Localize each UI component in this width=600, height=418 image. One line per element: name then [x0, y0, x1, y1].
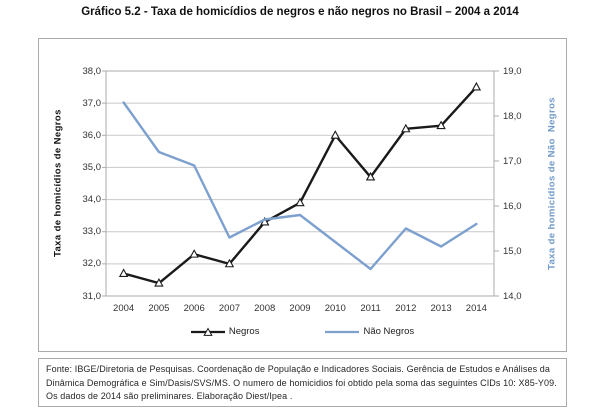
- legend-item-negros: Negros: [190, 326, 260, 337]
- x-axis-year-label: 2009: [289, 303, 311, 314]
- left-axis-tick-label: 38,0: [82, 65, 102, 77]
- source-note: Fonte: IBGE/Diretoria de Pesquisas. Coor…: [38, 358, 567, 407]
- right-axis-tick-label: 18,0: [503, 110, 522, 122]
- source-text: Fonte: IBGE/Diretoria de Pesquisas. Coor…: [46, 364, 557, 401]
- x-axis-year-label: 2010: [324, 303, 346, 314]
- x-axis-year-label: 2008: [254, 303, 276, 314]
- plot-svg: [102, 70, 499, 297]
- left-axis-tick-label: 35,0: [82, 161, 102, 173]
- legend-label-negros: Negros: [228, 326, 260, 337]
- left-axis-tick-label: 36,0: [82, 129, 102, 141]
- right-axis-tick-label: 16,0: [503, 200, 522, 212]
- x-axis-year-label: 2007: [218, 303, 241, 314]
- data-point-marker: [295, 197, 305, 207]
- series-line-negros: [122, 85, 478, 285]
- negros-line-swatch: [190, 326, 225, 337]
- x-axis-year-label: 2014: [465, 303, 487, 314]
- series-line-nao-negros: [122, 101, 478, 271]
- legend-item-nao-negros: Não Negros: [325, 326, 414, 337]
- chart-title: Gráfico 5.2 - Taxa de homicídios de negr…: [81, 6, 519, 18]
- x-axis-year-label: 2005: [148, 303, 170, 314]
- left-axis-tick-label: 31,0: [82, 290, 102, 302]
- data-point-marker: [154, 278, 164, 287]
- data-point-marker: [118, 268, 129, 277]
- right-axis-tick-label: 14,0: [503, 290, 522, 302]
- data-point-marker: [401, 123, 411, 133]
- x-axis-year-label: 2013: [430, 303, 452, 314]
- data-point-marker: [436, 120, 446, 130]
- data-point-marker: [189, 249, 199, 258]
- right-axis-tick-label: 19,0: [503, 65, 522, 77]
- legend-label-nao-negros: Não Negros: [363, 326, 415, 337]
- right-axis-tick-label: 17,0: [503, 155, 522, 167]
- nao-negros-line-swatch: [325, 327, 360, 337]
- x-axis-year-label: 2004: [113, 303, 135, 314]
- x-axis-year-label: 2012: [395, 303, 417, 314]
- left-axis-tick-label: 34,0: [82, 194, 102, 206]
- data-point-marker: [471, 81, 482, 91]
- left-axis-tick-label: 37,0: [82, 97, 102, 109]
- data-point-marker: [365, 171, 376, 181]
- data-point-marker: [330, 130, 341, 139]
- left-axis-tick-label: 32,0: [82, 258, 102, 270]
- legend: Negros Não Negros: [39, 326, 566, 337]
- plot-border: [105, 70, 495, 297]
- left-axis-tick-label: 33,0: [82, 226, 102, 238]
- x-axis-year-label: 2011: [360, 303, 381, 314]
- chart-area: Taxa de homicídios de Negros Taxa de hom…: [38, 38, 567, 352]
- right-axis-tick-label: 15,0: [503, 245, 522, 257]
- x-axis-year-label: 2006: [183, 303, 205, 314]
- data-point-marker: [224, 258, 235, 268]
